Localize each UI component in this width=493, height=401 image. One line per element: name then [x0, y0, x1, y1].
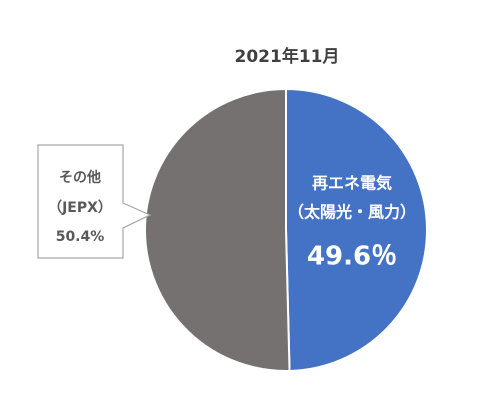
pie: [143, 87, 428, 372]
chart-title: 2021年11月: [235, 46, 340, 67]
category-label: 再エネ電気: [312, 174, 392, 193]
value-label: 49.6％: [307, 242, 397, 272]
labels: 再エネ電気 （太陽光・風力） 49.6％ その他 （JEPX） 50.4%: [48, 169, 416, 272]
category-label: その他: [59, 169, 101, 186]
value-label: 50.4%: [56, 229, 105, 245]
callout-box: [37, 144, 152, 259]
pie-slice: [143, 87, 291, 372]
pie-slice: [285, 87, 428, 372]
category-label: （太陽光・風力）: [288, 203, 416, 222]
category-label: （JEPX）: [48, 200, 112, 216]
